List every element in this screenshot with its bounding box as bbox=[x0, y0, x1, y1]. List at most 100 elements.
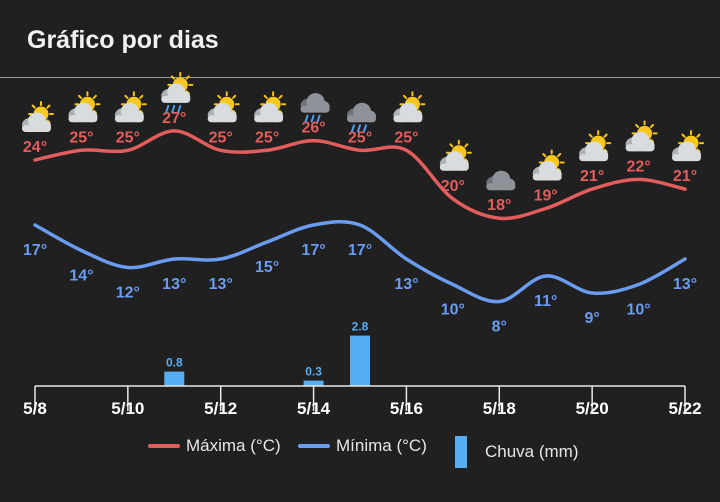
rain-drop bbox=[165, 104, 170, 113]
cloud-base bbox=[254, 115, 284, 123]
min-temp-label: 8° bbox=[492, 319, 507, 336]
min-temp-label: 12° bbox=[116, 285, 140, 302]
partly-cloudy-icon bbox=[439, 139, 472, 171]
sun-ray bbox=[92, 94, 97, 99]
partly-cloudy-icon bbox=[579, 130, 612, 162]
rain-bar bbox=[303, 380, 324, 386]
sun-ray bbox=[557, 153, 562, 158]
max-temp-label: 21° bbox=[673, 168, 697, 185]
legend-rain-label: Chuva (mm) bbox=[485, 442, 579, 461]
sun-ray bbox=[124, 94, 129, 99]
cloud-base bbox=[439, 163, 469, 171]
max-temp-label: 27° bbox=[162, 110, 186, 127]
legend-max-swatch bbox=[148, 444, 180, 448]
sun-ray bbox=[449, 143, 454, 148]
cloud-base bbox=[68, 115, 98, 123]
min-temp-label: 13° bbox=[162, 276, 186, 293]
sun-ray bbox=[278, 94, 283, 99]
min-temp-label: 15° bbox=[255, 259, 279, 276]
page-title: Gráfico por dias bbox=[27, 26, 219, 54]
max-temp-label: 25° bbox=[394, 129, 418, 146]
max-temp-label: 25° bbox=[69, 129, 93, 146]
sun-ray bbox=[417, 94, 422, 99]
series-min-line bbox=[33, 220, 687, 304]
partly-cloudy-icon bbox=[114, 91, 147, 123]
partly-cloudy-icon bbox=[625, 120, 658, 152]
series-max-line bbox=[33, 129, 687, 221]
x-tick-label: 5/22 bbox=[668, 399, 701, 418]
legend-min-swatch bbox=[298, 444, 330, 448]
partly-cloudy-icon bbox=[393, 91, 426, 123]
cloud-base bbox=[579, 154, 609, 162]
daily-chart: 24° 25° 25° 27° 25° 25° 26° 25° 25° 20° 18° 19° 21° 2… bbox=[22, 71, 704, 418]
cloud-base bbox=[532, 173, 562, 181]
sun-ray bbox=[139, 94, 144, 99]
sun-ray bbox=[31, 104, 36, 109]
header-divider bbox=[0, 77, 720, 78]
sun-rain-icon bbox=[161, 71, 194, 113]
max-temp-label: 24° bbox=[23, 139, 47, 156]
rain-label: 0.3 bbox=[305, 365, 322, 379]
legend-min-label: Mínima (°C) bbox=[336, 436, 427, 455]
max-temp-label: 21° bbox=[580, 168, 604, 185]
sun-ray bbox=[185, 75, 190, 80]
cloud-rain-icon bbox=[300, 93, 330, 123]
cloudy-icon bbox=[486, 170, 516, 191]
rain-label: 0.8 bbox=[166, 356, 183, 370]
sun-ray bbox=[402, 94, 408, 99]
sun-ray bbox=[263, 94, 268, 99]
rain-drop bbox=[171, 104, 176, 113]
min-temp-label: 13° bbox=[394, 276, 418, 293]
max-temp-label: 25° bbox=[255, 129, 279, 146]
min-temp-label: 17° bbox=[348, 242, 372, 259]
rain-drop bbox=[351, 124, 355, 133]
min-temp-label: 14° bbox=[69, 268, 93, 285]
x-tick-label: 5/18 bbox=[483, 399, 516, 418]
max-temp-label: 25° bbox=[348, 129, 372, 146]
cloud-base bbox=[486, 183, 516, 191]
x-tick-label: 5/20 bbox=[576, 399, 609, 418]
sun-ray bbox=[635, 123, 640, 129]
sun-ray bbox=[696, 133, 701, 138]
legend-max-label: Máxima (°C) bbox=[186, 436, 281, 455]
cloud-rain-icon bbox=[347, 102, 376, 133]
max-temp-label: 18° bbox=[487, 197, 511, 214]
rain-bar bbox=[164, 371, 185, 386]
legend-min: Mínima (°C) bbox=[298, 436, 427, 456]
rain-drop bbox=[177, 104, 182, 113]
sun-ray bbox=[464, 143, 469, 148]
legend-rain: Chuva (mm) bbox=[455, 436, 579, 468]
partly-cloudy-icon bbox=[254, 91, 287, 123]
partly-cloudy-icon bbox=[207, 91, 240, 123]
max-temp-label: 19° bbox=[534, 188, 558, 205]
sun-ray bbox=[46, 104, 51, 109]
min-temp-label: 9° bbox=[584, 310, 599, 327]
rain-drop bbox=[310, 114, 315, 123]
min-temp-label: 13° bbox=[209, 276, 233, 293]
max-temp-label: 26° bbox=[301, 120, 325, 137]
rain-drop bbox=[304, 114, 309, 123]
cloud-base bbox=[161, 95, 191, 103]
cloud-base bbox=[393, 115, 423, 123]
cloud-base bbox=[22, 125, 51, 132]
x-tick-label: 5/12 bbox=[204, 399, 237, 418]
rain-label: 2.8 bbox=[352, 320, 369, 334]
legend-max: Máxima (°C) bbox=[148, 436, 281, 456]
sun-ray bbox=[77, 94, 83, 99]
max-temp-label: 20° bbox=[441, 178, 465, 195]
cloud-base bbox=[114, 115, 144, 123]
cloud-base bbox=[625, 144, 655, 152]
sun-ray bbox=[588, 133, 593, 138]
min-temp-label: 17° bbox=[23, 242, 47, 259]
min-temp-label: 10° bbox=[626, 302, 650, 319]
cloud-base bbox=[347, 115, 376, 123]
x-tick-label: 5/8 bbox=[23, 399, 47, 418]
min-temp-label: 11° bbox=[534, 293, 557, 310]
x-tick-label: 5/10 bbox=[111, 399, 144, 418]
sun-ray bbox=[232, 94, 237, 99]
max-temp-label: 25° bbox=[209, 129, 233, 146]
rain-drop bbox=[316, 114, 321, 123]
cloud-base bbox=[207, 115, 237, 123]
max-temp-label: 25° bbox=[116, 129, 140, 146]
